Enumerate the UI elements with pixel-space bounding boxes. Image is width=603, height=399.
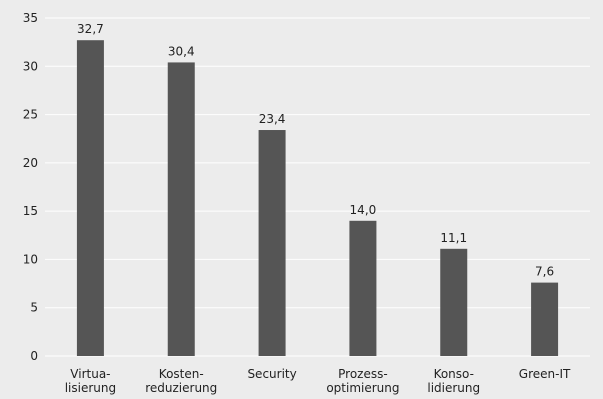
y-tick-label: 15 [23,204,38,218]
data-label: 32,7 [77,22,104,36]
x-category-label-line: lidierung [427,381,480,395]
x-category-label-line: Konso- [434,367,474,381]
x-category-label-line: lisierung [65,381,116,395]
data-label: 14,0 [350,203,377,217]
bar [167,62,195,357]
bar [531,282,559,356]
x-category-label-line: Security [247,367,296,381]
x-category-label-line: Virtua- [70,367,110,381]
x-category-label-line: reduzierung [145,381,217,395]
x-category-label-line: Green-IT [519,367,571,381]
x-category-label: Konso-lidierung [427,367,480,395]
x-category-label: Virtua-lisierung [65,367,116,395]
x-category-label-line: optimierung [326,381,399,395]
y-tick-label: 5 [30,301,38,315]
y-tick-label: 0 [30,349,38,363]
x-category-label: Kosten-reduzierung [145,367,217,395]
x-category-label: Prozess-optimierung [326,367,399,395]
x-category-label: Green-IT [519,367,571,381]
y-tick-label: 30 [23,59,38,73]
data-label: 7,6 [535,265,554,279]
y-tick-label: 10 [23,252,38,266]
x-category-label-line: Prozess- [338,367,388,381]
data-label: 23,4 [259,112,286,126]
y-tick-label: 25 [23,108,38,122]
y-tick-label: 20 [23,156,38,170]
data-label: 30,4 [168,44,195,58]
bar [349,220,377,356]
bar [440,248,468,356]
data-label: 11,1 [440,231,467,245]
y-tick-label: 35 [23,11,38,25]
bar [76,40,104,357]
x-category-label: Security [247,367,296,381]
bar [258,130,286,356]
x-category-label-line: Kosten- [159,367,204,381]
